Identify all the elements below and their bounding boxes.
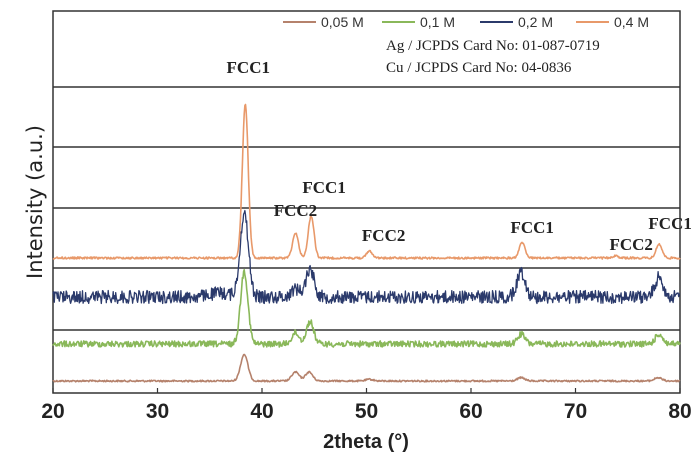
peak-label-6: FCC2 bbox=[609, 235, 652, 254]
x-tick-label-40: 40 bbox=[250, 400, 273, 423]
reference-card-1: Ag / JCPDS Card No: 01-087-0719 bbox=[386, 38, 600, 54]
y-axis-title: Intensity (a.u.) bbox=[23, 125, 47, 279]
x-tick-label-50: 50 bbox=[355, 400, 378, 423]
series-traces bbox=[52, 103, 681, 383]
plot-frame bbox=[52, 10, 681, 394]
peak-label-2: FCC2 bbox=[274, 201, 317, 220]
legend-label-4: 0,4 M bbox=[614, 14, 649, 30]
peak-label-3: FCC1 bbox=[302, 178, 345, 197]
x-tick-label-70: 70 bbox=[564, 400, 587, 423]
reference-card-2: Cu / JCPDS Card No: 04-0836 bbox=[386, 60, 572, 76]
x-axis-title: 2theta (°) bbox=[323, 431, 409, 453]
panel-separators bbox=[53, 86, 680, 331]
legend-label-1: 0,05 M bbox=[321, 14, 364, 30]
trace-04M bbox=[52, 103, 681, 260]
x-axis-ticks: 20 30 40 50 60 70 80 bbox=[41, 388, 692, 423]
x-tick-label-60: 60 bbox=[459, 400, 482, 423]
peak-label-5: FCC1 bbox=[510, 218, 553, 237]
peak-label-1: FCC1 bbox=[227, 58, 270, 77]
trace-005M bbox=[52, 353, 681, 383]
x-tick-label-30: 30 bbox=[146, 400, 169, 423]
legend-label-2: 0,1 M bbox=[420, 14, 455, 30]
x-tick-label-20: 20 bbox=[41, 400, 64, 423]
x-tick-label-80: 80 bbox=[668, 400, 691, 423]
reference-cards: Ag / JCPDS Card No: 01-087-0719 Cu / JCPD… bbox=[386, 38, 600, 76]
trace-02M bbox=[52, 209, 681, 305]
trace-01M bbox=[52, 269, 681, 348]
peak-label-4: FCC2 bbox=[362, 226, 405, 245]
peak-label-7: FCC1 bbox=[648, 214, 691, 233]
peak-annotations: FCC1 FCC2 FCC1 FCC2 FCC1 FCC2 FCC1 bbox=[227, 58, 692, 254]
legend: 0,05 M 0,1 M 0,2 M 0,4 M bbox=[283, 14, 649, 30]
legend-label-3: 0,2 M bbox=[518, 14, 553, 30]
